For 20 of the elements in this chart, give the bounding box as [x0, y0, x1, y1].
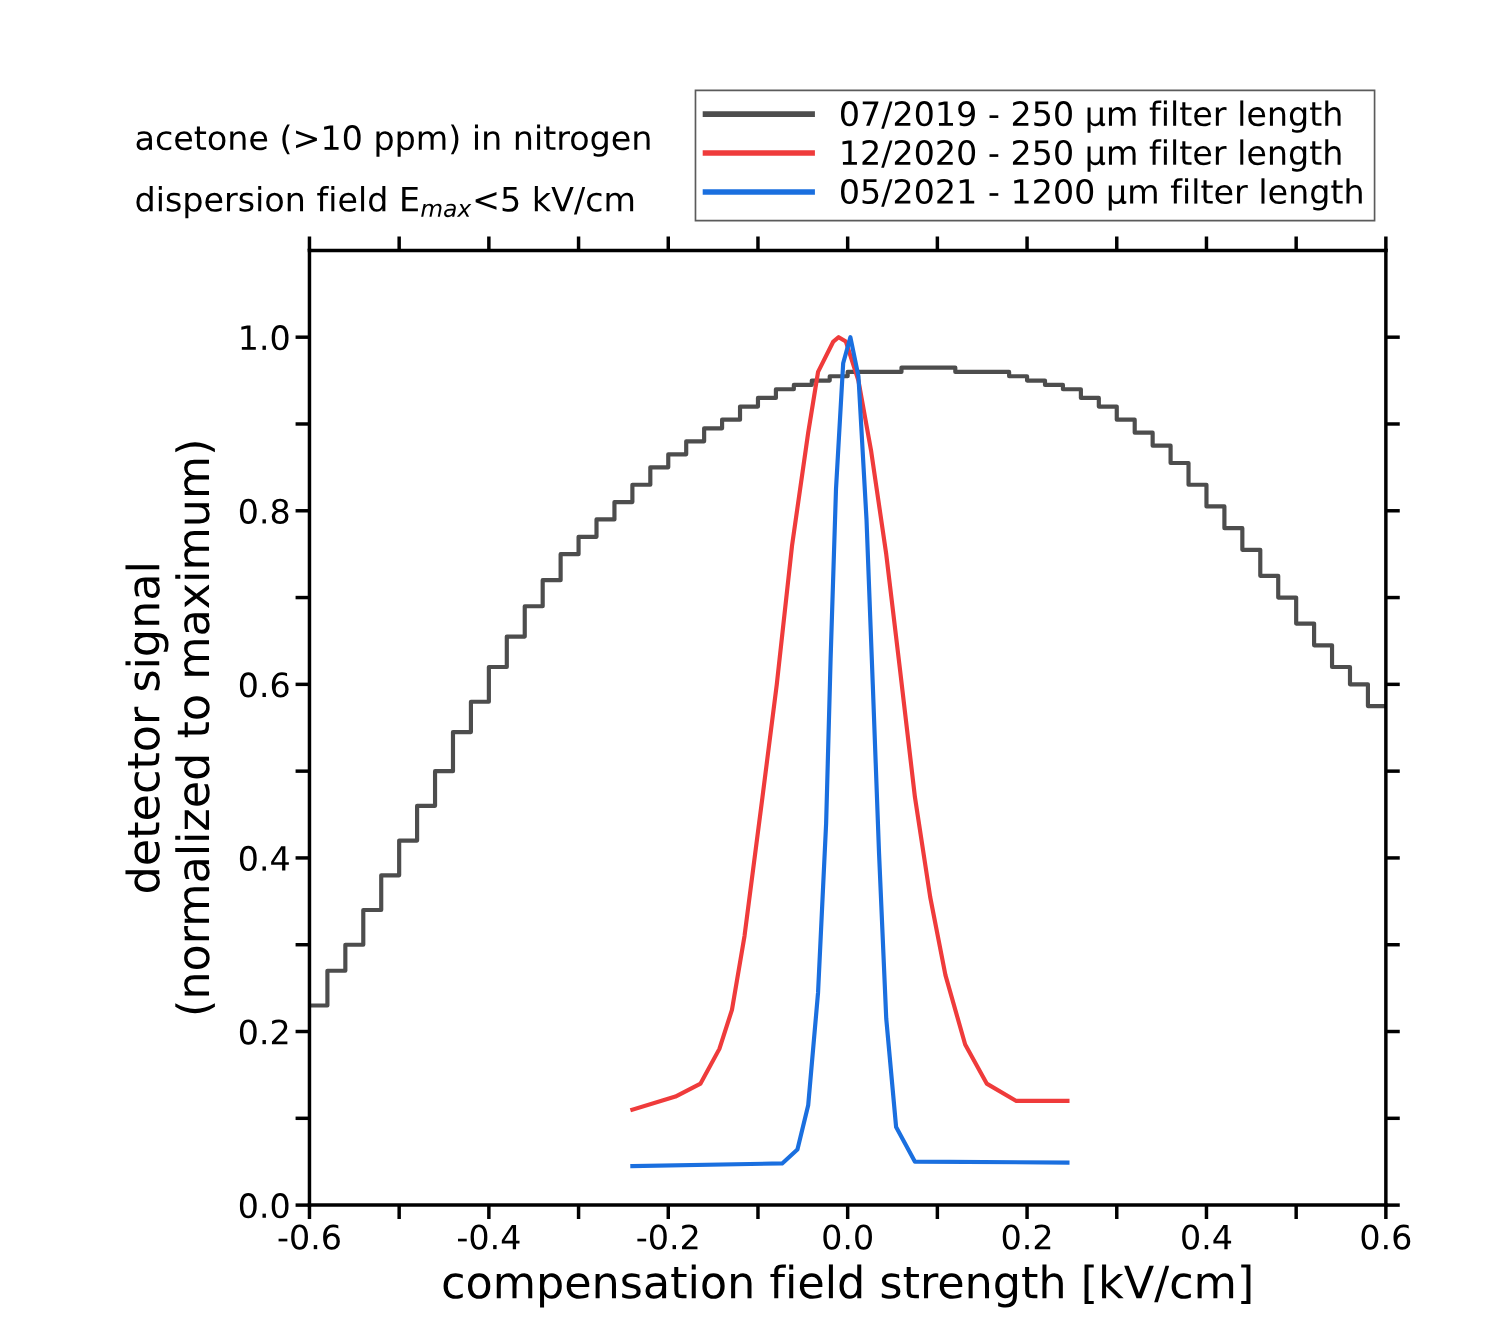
y-tick-label: 0.4: [239, 845, 289, 872]
y-axis-title: detector signal (normalized to maximum): [125, 442, 215, 1014]
x-tick-label: 0.6: [1361, 1224, 1411, 1250]
x-tick-label: 0.0: [823, 1224, 872, 1250]
x-tick-label: 0.2: [1002, 1224, 1051, 1250]
legend-label: 05/2021 - 1200 µm filter length: [841, 178, 1362, 211]
x-tick-label: -0.6: [278, 1224, 340, 1250]
y-tick-label: 1.0: [241, 325, 289, 351]
text: acetone (>10 ppm) in nitrogen: [136, 124, 650, 157]
y-tick-label: 0.6: [239, 672, 289, 698]
y-tick-label: 0.8: [239, 498, 289, 524]
legend-label: 07/2019 - 250 µm filter length: [841, 100, 1341, 133]
x-tick-label: -0.4: [457, 1224, 520, 1250]
x-tick-label: -0.2: [637, 1224, 698, 1250]
legend-label: 12/2020 - 250 µm filter length: [842, 139, 1341, 172]
y-tick-label: 0.0: [239, 1193, 289, 1219]
x-tick-label: 0.4: [1182, 1224, 1232, 1250]
text: dispersion field E$_{max}$<5 kV/cm: [136, 186, 634, 219]
y-tick-label: 0.2: [239, 1019, 288, 1045]
x-axis-title: compensation field strength [kV/cm]: [443, 1264, 1251, 1308]
